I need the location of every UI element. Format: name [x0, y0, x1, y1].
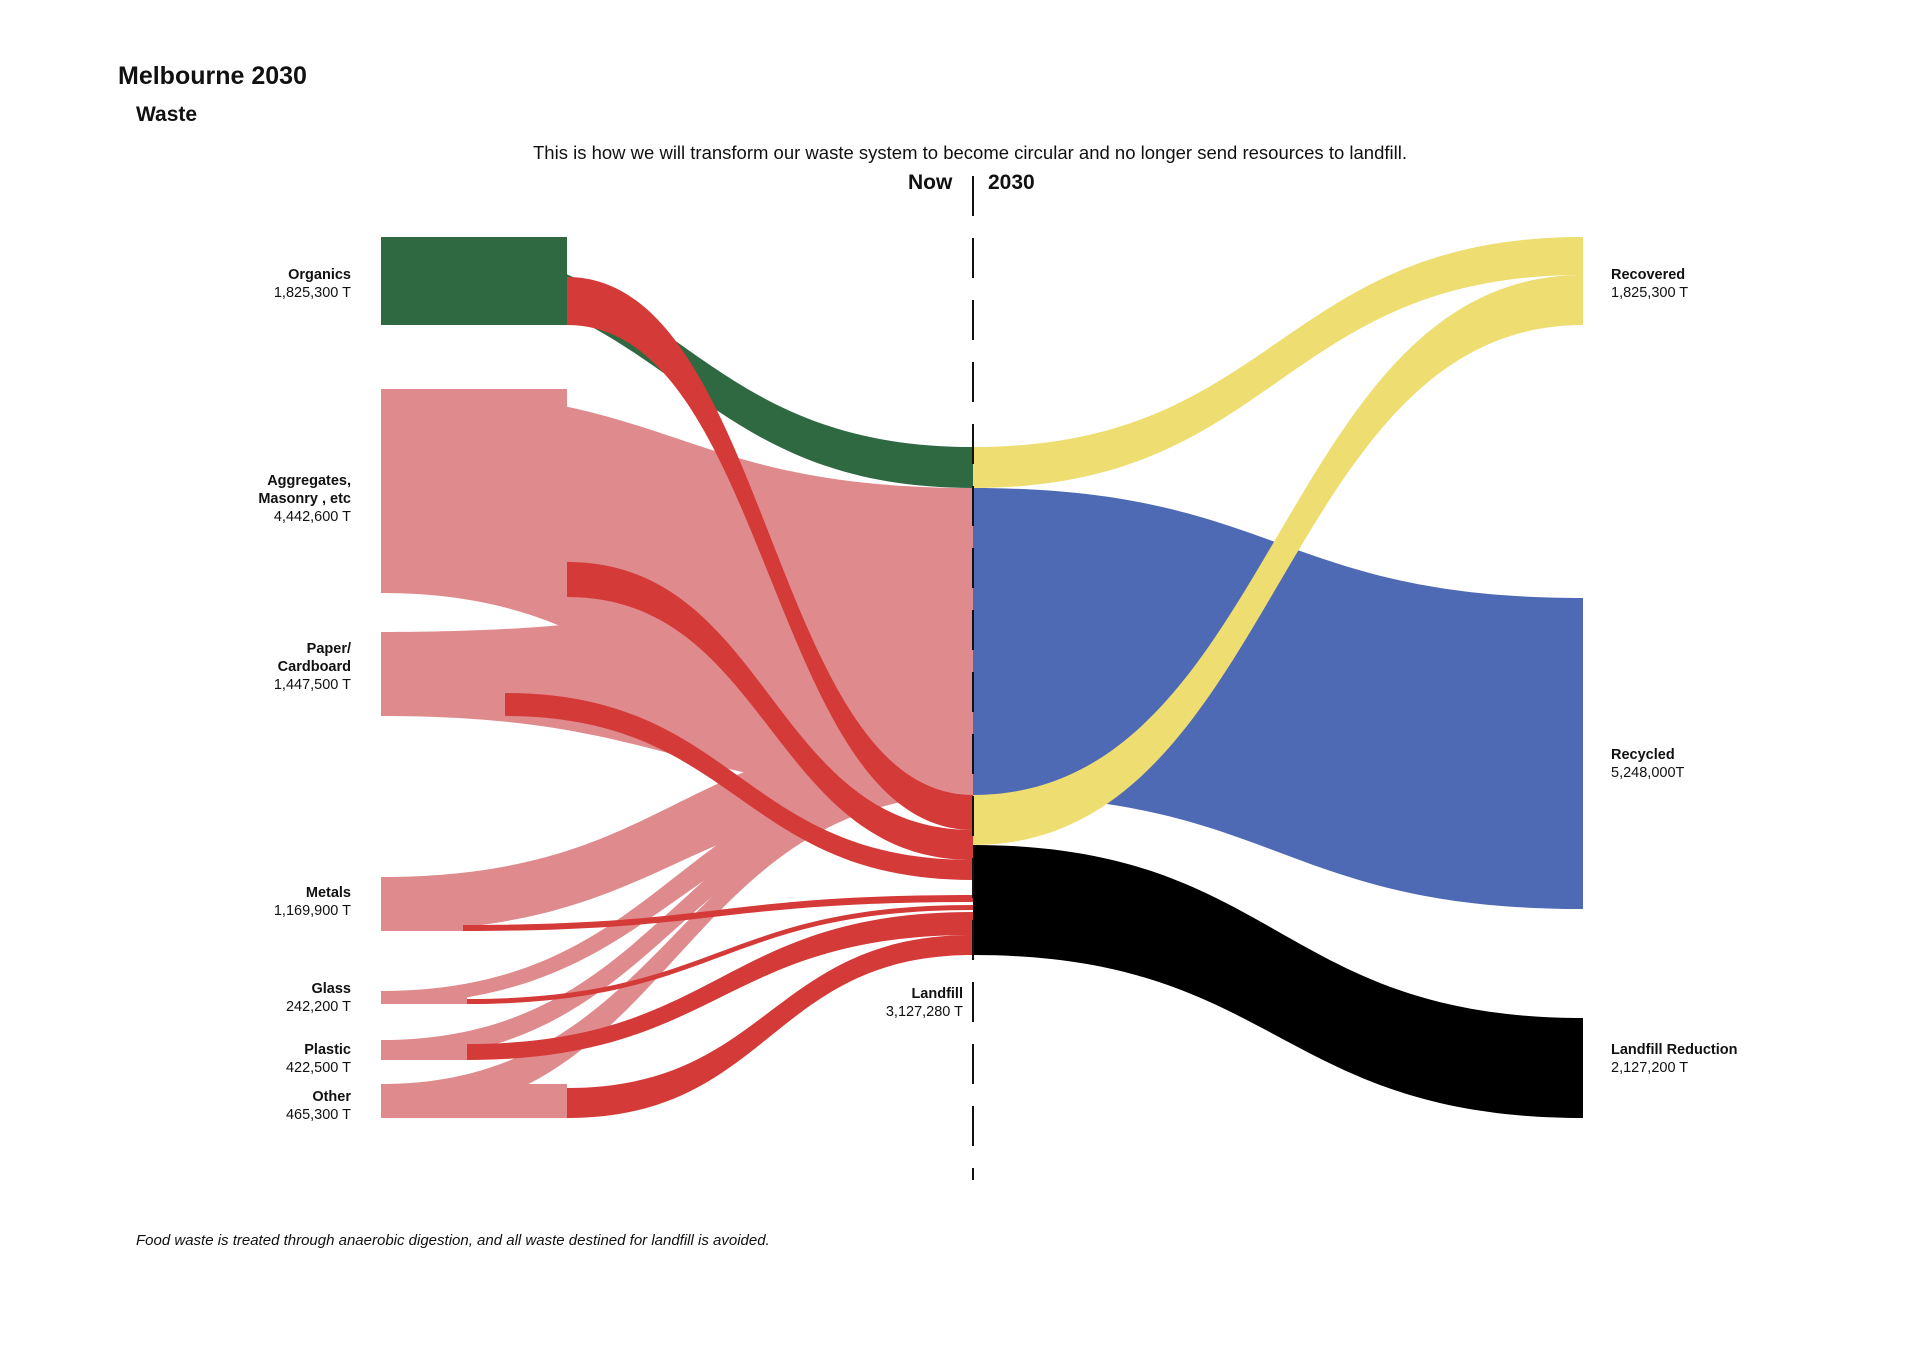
source-label-organics: Organics 1,825,300 T [131, 266, 351, 302]
source-name: Other [312, 1089, 351, 1105]
source-value: 4,442,600 T [273, 509, 351, 525]
landfill-value: 3,127,280 T [885, 1004, 963, 1020]
now-column-label: Now [908, 171, 953, 194]
node-other [381, 1084, 567, 1118]
flow-to-recycled [973, 488, 1583, 909]
source-label-aggregates: Aggregates, Masonry , etc 4,442,600 T [131, 472, 351, 526]
target-value: 5,248,000T [1611, 765, 1685, 781]
flow-organics-landfill [567, 277, 973, 830]
source-label-plastic: Plastic 422,500 T [131, 1041, 351, 1077]
flow-other-landfill [567, 935, 973, 1118]
target-name: Landfill Reduction [1611, 1042, 1738, 1058]
flow-metals-landfill [463, 895, 973, 931]
target-label-recovered: Recovered 1,825,300 T [1611, 266, 1851, 302]
flow-glass-recycled [381, 760, 973, 1004]
landfill-name: Landfill [911, 986, 963, 1002]
target-label-landfill-reduction: Landfill Reduction 2,127,200 T [1611, 1041, 1851, 1077]
target-name: Recovered [1611, 267, 1686, 283]
target-name: Recycled [1611, 747, 1675, 763]
source-value: 242,200 T [285, 999, 351, 1015]
flow-to-landfill-reduction [973, 845, 1583, 1118]
source-value: 422,500 T [285, 1060, 351, 1076]
source-value: 465,300 T [285, 1107, 351, 1123]
source-label-metals: Metals 1,169,900 T [131, 884, 351, 920]
node-organics [381, 237, 567, 325]
source-name: Organics [288, 267, 351, 283]
source-value: 1,447,500 T [273, 677, 351, 693]
page-title: Melbourne 2030 [118, 62, 307, 90]
node-paper [381, 632, 505, 716]
flow-glass-landfill [467, 905, 973, 1004]
source-name: Paper/ Cardboard [277, 641, 351, 675]
source-name: Plastic [304, 1042, 351, 1058]
source-label-other: Other 465,300 T [131, 1088, 351, 1124]
footnote: Food waste is treated through anaerobic … [136, 1232, 770, 1249]
node-metals [381, 877, 463, 931]
node-aggregates [381, 389, 567, 593]
page-subtitle: Waste [136, 103, 198, 126]
source-name: Metals [305, 885, 351, 901]
target-value: 2,127,200 T [1611, 1060, 1689, 1076]
node-glass [381, 991, 467, 1004]
source-label-paper: Paper/ Cardboard 1,447,500 T [131, 640, 351, 694]
future-column-label: 2030 [988, 171, 1035, 194]
flow-plastic-landfill [467, 912, 973, 1060]
flow-to-recovered-top [973, 237, 1583, 488]
flow-aggregates-landfill [567, 562, 973, 860]
node-plastic [381, 1040, 467, 1060]
flow-to-recovered-bottom [973, 275, 1583, 845]
source-value: 1,825,300 T [273, 285, 351, 301]
flow-paper-landfill [505, 693, 973, 880]
flow-paper-recycled [381, 590, 973, 795]
landfill-label: Landfill 3,127,280 T [743, 985, 963, 1021]
target-value: 1,825,300 T [1611, 285, 1689, 301]
source-name: Glass [311, 981, 352, 997]
target-label-recycled: Recycled 5,248,000T [1611, 746, 1851, 782]
intro-text: This is how we will transform our waste … [533, 142, 1407, 163]
source-name: Aggregates, Masonry , etc [258, 473, 351, 507]
source-value: 1,169,900 T [273, 903, 351, 919]
flow-other-recycled [381, 780, 973, 1118]
source-label-glass: Glass 242,200 T [131, 980, 351, 1016]
